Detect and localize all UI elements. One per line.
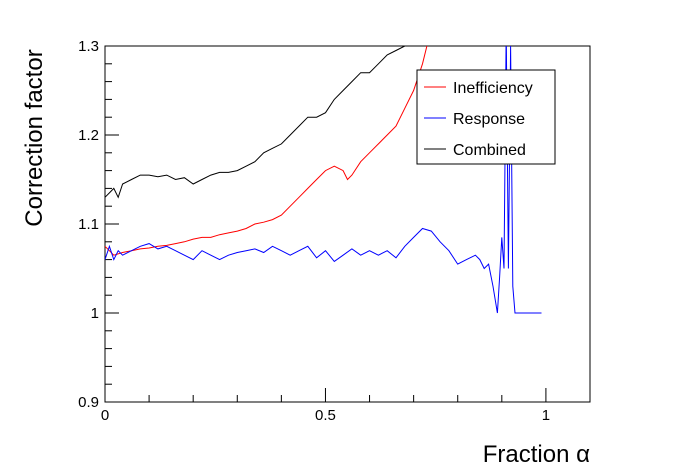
y-tick-label: 1 bbox=[91, 305, 99, 322]
series-line-inefficiency bbox=[105, 46, 428, 256]
y-tick-label: 0.9 bbox=[78, 394, 99, 411]
legend-label-response: Response bbox=[453, 111, 525, 128]
legend-label-combined: Combined bbox=[453, 142, 526, 159]
legend-label-inefficiency: Inefficiency bbox=[453, 80, 533, 97]
y-tick-label: 1.1 bbox=[78, 216, 99, 233]
legend-box bbox=[416, 69, 556, 165]
series-line-response bbox=[105, 46, 542, 314]
series-layer bbox=[105, 46, 542, 314]
y-tick-label: 1.3 bbox=[78, 38, 99, 55]
y-axis-title: Correction factor bbox=[21, 49, 48, 226]
series-line-combined bbox=[105, 46, 406, 199]
x-tick-label: 0.5 bbox=[315, 407, 336, 424]
x-axis-title: Fraction α bbox=[483, 441, 590, 468]
x-tick-label: 1 bbox=[542, 407, 550, 424]
y-tick-label: 1.2 bbox=[78, 127, 99, 144]
x-tick-label: 0 bbox=[101, 407, 109, 424]
legend: Inefficiency Response Combined bbox=[416, 69, 556, 165]
axes: 0.9 1 1.1 1.2 1.3 0 0.5 1 bbox=[78, 38, 591, 424]
